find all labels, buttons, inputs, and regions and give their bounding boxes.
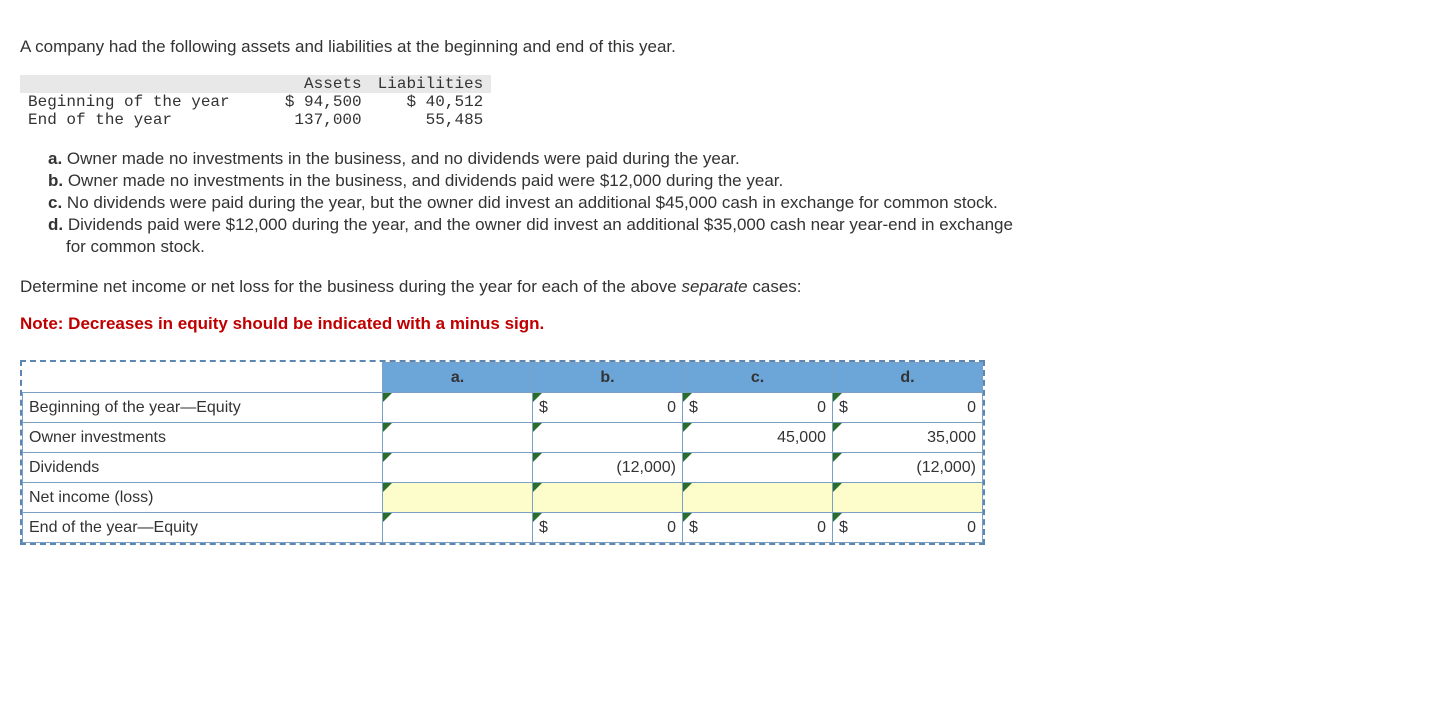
table-row: Beginning of the year—Equity $0 $0 $0 (23, 393, 983, 423)
input-cell[interactable] (533, 423, 683, 453)
edit-indicator-icon (383, 393, 392, 402)
row-end-equity: End of the year—Equity (23, 513, 383, 543)
given-data-table: Assets Liabilities Beginning of the year… (20, 75, 491, 129)
row-net-income: Net income (loss) (23, 483, 383, 513)
end-assets: 137,000 (270, 111, 370, 129)
answer-table: a. b. c. d. Beginning of the year—Equity… (22, 362, 983, 543)
scenario-a-key: a. (48, 149, 62, 168)
edit-indicator-icon (533, 483, 542, 492)
input-cell[interactable]: 35,000 (833, 423, 983, 453)
edit-indicator-icon (383, 423, 392, 432)
row-end-label: End of the year (20, 111, 270, 129)
scenario-b-text: Owner made no investments in the busines… (63, 171, 783, 190)
begin-liab: $ 40,512 (370, 93, 492, 111)
edit-indicator-icon (683, 423, 692, 432)
edit-indicator-icon (383, 513, 392, 522)
col-assets: Assets (270, 75, 370, 93)
row-begin-equity: Beginning of the year—Equity (23, 393, 383, 423)
edit-indicator-icon (833, 423, 842, 432)
scenario-d-key: d. (48, 215, 63, 234)
col-b: b. (533, 363, 683, 393)
scenario-d-text2: for common stock. (66, 237, 205, 256)
edit-indicator-icon (533, 453, 542, 462)
col-liabilities: Liabilities (370, 75, 492, 93)
input-cell[interactable]: $0 (683, 393, 833, 423)
col-c: c. (683, 363, 833, 393)
row-owner-invest: Owner investments (23, 423, 383, 453)
scenario-c-text: No dividends were paid during the year, … (62, 193, 998, 212)
edit-indicator-icon (833, 453, 842, 462)
scenario-c-key: c. (48, 193, 62, 212)
input-cell[interactable]: 45,000 (683, 423, 833, 453)
row-dividends: Dividends (23, 453, 383, 483)
row-begin-label: Beginning of the year (20, 93, 270, 111)
input-cell[interactable]: $0 (683, 513, 833, 543)
table-row: End of the year—Equity $0 $0 $0 (23, 513, 983, 543)
intro-text: A company had the following assets and l… (20, 37, 1412, 57)
scenario-a-text: Owner made no investments in the busines… (62, 149, 740, 168)
begin-assets: $ 94,500 (270, 93, 370, 111)
table-row: Net income (loss) (23, 483, 983, 513)
scenario-b-key: b. (48, 171, 63, 190)
col-a: a. (383, 363, 533, 393)
scenario-d-text1: Dividends paid were $12,000 during the y… (63, 215, 1013, 234)
edit-indicator-icon (533, 423, 542, 432)
scenario-list: a. Owner made no investments in the busi… (48, 149, 1412, 257)
edit-indicator-icon (833, 483, 842, 492)
edit-indicator-icon (383, 483, 392, 492)
input-cell[interactable] (383, 423, 533, 453)
instruction: Determine net income or net loss for the… (20, 277, 1412, 297)
input-cell[interactable] (383, 513, 533, 543)
input-cell[interactable]: $0 (833, 513, 983, 543)
input-cell[interactable]: $0 (533, 513, 683, 543)
table-row: Owner investments 45,000 35,000 (23, 423, 983, 453)
end-liab: 55,485 (370, 111, 492, 129)
note-text: Note: Decreases in equity should be indi… (20, 314, 1412, 334)
input-cell[interactable] (533, 483, 683, 513)
input-cell[interactable] (683, 483, 833, 513)
input-cell[interactable]: $0 (833, 393, 983, 423)
col-d: d. (833, 363, 983, 393)
table-row: Dividends (12,000) (12,000) (23, 453, 983, 483)
input-cell[interactable] (833, 483, 983, 513)
input-cell[interactable] (383, 393, 533, 423)
input-cell[interactable] (683, 453, 833, 483)
edit-indicator-icon (683, 483, 692, 492)
input-cell[interactable] (383, 453, 533, 483)
input-cell[interactable]: $0 (533, 393, 683, 423)
answer-table-wrapper: a. b. c. d. Beginning of the year—Equity… (20, 360, 985, 545)
input-cell[interactable]: (12,000) (533, 453, 683, 483)
input-cell[interactable]: (12,000) (833, 453, 983, 483)
input-cell[interactable] (383, 483, 533, 513)
edit-indicator-icon (383, 453, 392, 462)
edit-indicator-icon (683, 453, 692, 462)
